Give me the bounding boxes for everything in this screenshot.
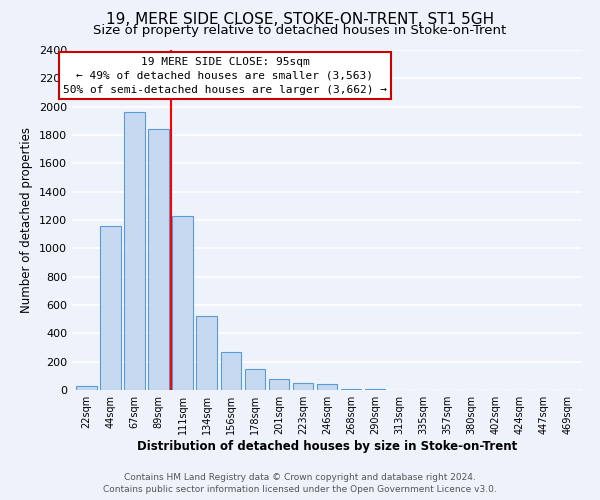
Bar [341, 388, 361, 390]
Text: 19, MERE SIDE CLOSE, STOKE-ON-TRENT, ST1 5GH: 19, MERE SIDE CLOSE, STOKE-ON-TRENT, ST1… [106, 12, 494, 28]
Bar [269, 380, 289, 390]
Text: Size of property relative to detached houses in Stoke-on-Trent: Size of property relative to detached ho… [94, 24, 506, 37]
Bar [148, 130, 169, 390]
Bar [172, 216, 193, 390]
Bar [196, 316, 217, 390]
Bar [124, 112, 145, 390]
Bar [317, 384, 337, 390]
Bar [245, 369, 265, 390]
Text: Contains HM Land Registry data © Crown copyright and database right 2024.
Contai: Contains HM Land Registry data © Crown c… [103, 472, 497, 494]
Bar [293, 383, 313, 390]
Bar [365, 389, 385, 390]
Text: 19 MERE SIDE CLOSE: 95sqm
← 49% of detached houses are smaller (3,563)
50% of se: 19 MERE SIDE CLOSE: 95sqm ← 49% of detac… [63, 57, 387, 95]
Y-axis label: Number of detached properties: Number of detached properties [20, 127, 34, 313]
Bar [100, 226, 121, 390]
Bar [221, 352, 241, 390]
Bar [76, 386, 97, 390]
X-axis label: Distribution of detached houses by size in Stoke-on-Trent: Distribution of detached houses by size … [137, 440, 517, 453]
